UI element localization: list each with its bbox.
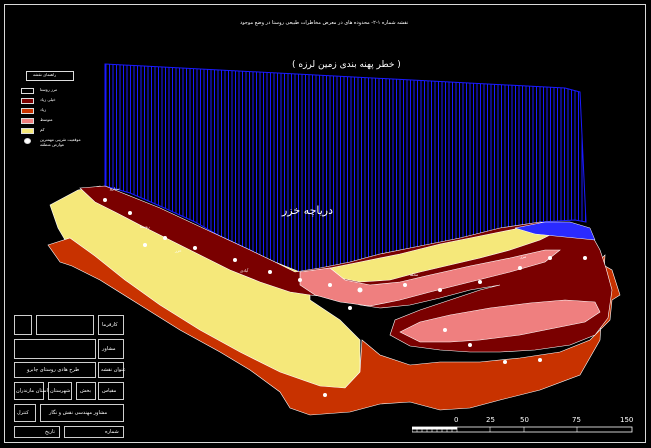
tb-employer: کارفرما — [98, 315, 124, 335]
tb-city: شهرستان — [48, 382, 72, 400]
village-points — [103, 198, 587, 397]
legend-item-4: کم — [18, 127, 88, 135]
tb-sheet: شماره — [64, 426, 124, 438]
tb-logo-2 — [36, 315, 94, 335]
map-frame — [4, 4, 646, 443]
tb-logo-1 — [14, 315, 32, 335]
place-label: آبادی — [240, 268, 249, 273]
legend-item-1: خیلی زیاد — [18, 97, 88, 105]
place-label: محله — [410, 272, 418, 277]
scale-tick-75: 75 — [572, 416, 581, 424]
tb-province: استان مازندران — [14, 382, 48, 400]
zone-low-inner — [329, 223, 561, 283]
scale-tick-25: 25 — [486, 416, 495, 424]
scale-bar: 150 75 50 25 0 — [412, 416, 634, 436]
tb-approved: کنترل — [14, 404, 36, 422]
scale-tick-0: 0 — [454, 416, 459, 424]
tb-scale: مقیاس — [98, 382, 124, 400]
place-label: سیارو — [109, 186, 120, 191]
legend-item-0: مرز روستا — [18, 87, 88, 95]
lake-label: دریاچه خزر — [282, 204, 333, 217]
scale-tick-150: 150 — [620, 416, 634, 424]
scale-tick-50: 50 — [520, 416, 529, 424]
legend-item-5: موقعیت تقریبی مهمترین عوارض منطقه — [18, 137, 88, 147]
coast-water — [514, 221, 596, 241]
zone-medium-1 — [299, 249, 561, 307]
legend-item-2: زیاد — [18, 107, 88, 115]
tb-consultant: مشاور — [98, 339, 124, 359]
tb-county: بخش — [76, 382, 96, 400]
map-title: نقشه شماره ۱-۲- محدوده های در معرض مخاطر… — [240, 20, 409, 26]
tb-prepared: مشاور مهندسی نقش و نگار — [40, 404, 124, 422]
legend: مرز روستا خیلی زیاد زیاد متوسط کم موقعیت… — [18, 72, 86, 152]
zone-high — [47, 237, 621, 416]
legend-item-3: متوسط — [18, 117, 88, 125]
tb-date: تاریخ — [14, 426, 60, 438]
zone-medium-2 — [399, 299, 601, 343]
place-label: روستا — [140, 224, 150, 229]
place-label: مرز — [519, 254, 526, 259]
tb-project: طرح هادی روستای چابرو — [14, 362, 96, 378]
hazard-zone-label: ( خطر پهنه بندی زمین لرزه ) — [292, 60, 401, 70]
legend-title: راهنمای نقشه — [26, 71, 74, 81]
tb-map-name: عنوان نقشه — [98, 362, 126, 378]
place-label: خزر — [174, 248, 182, 253]
tb-consultant-box — [14, 339, 96, 359]
